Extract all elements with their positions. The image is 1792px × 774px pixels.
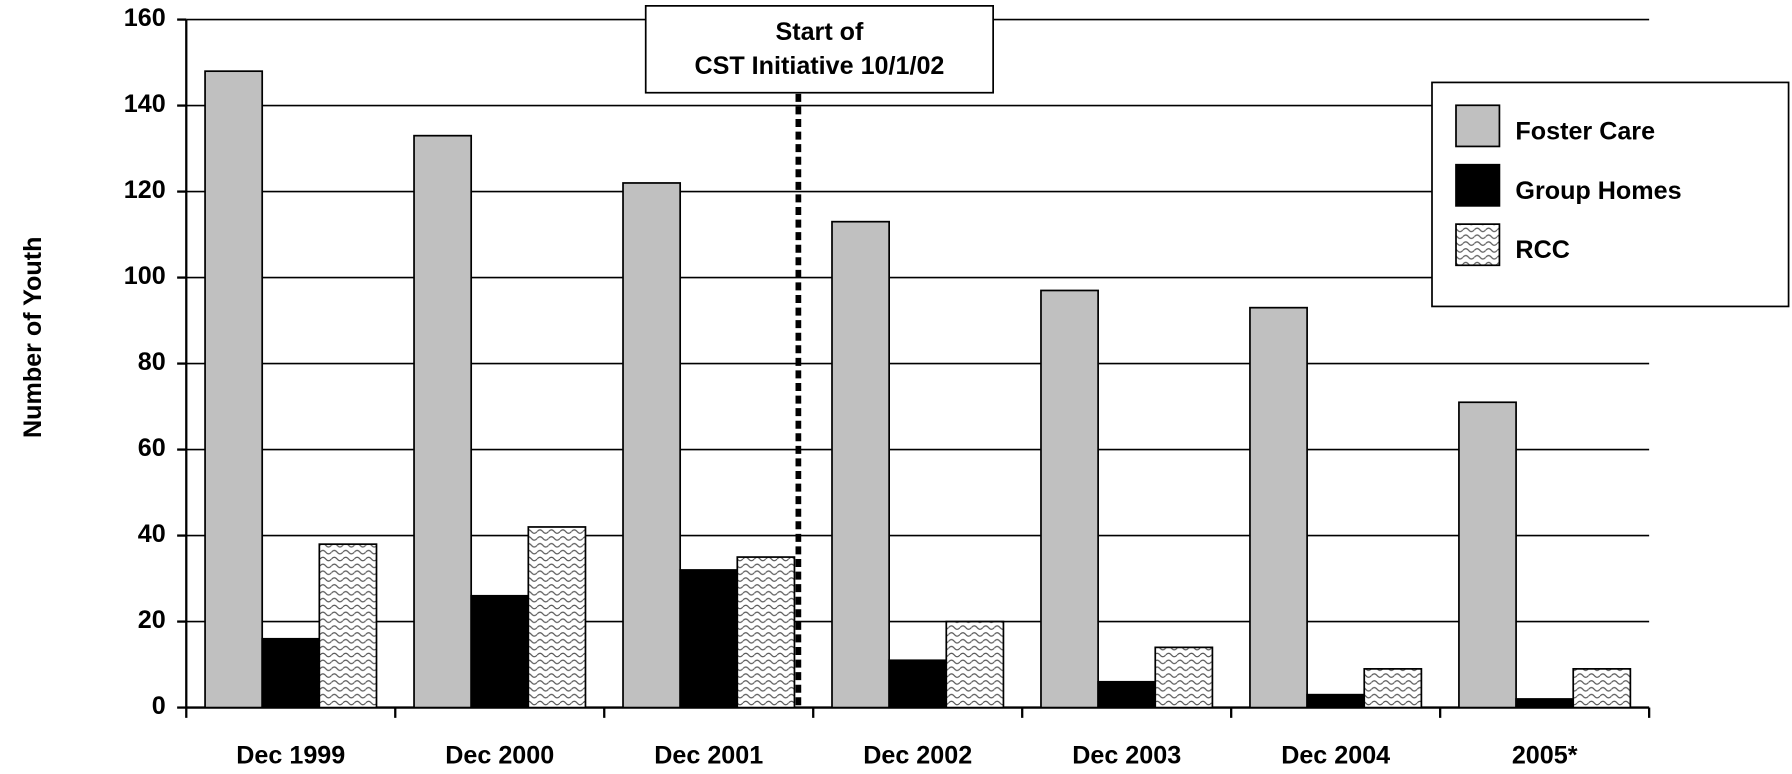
x-tick-label: 2005* (1512, 741, 1578, 769)
bar (204, 70, 264, 709)
y-tick-label: 0 (152, 692, 166, 720)
y-tick-label: 160 (124, 4, 166, 32)
x-tick-label: Dec 2001 (654, 741, 763, 769)
x-tick-label: Dec 2000 (445, 741, 554, 769)
x-tick-label: Dec 1999 (236, 741, 345, 769)
x-tick-label: Dec 2004 (1281, 741, 1390, 769)
bar (261, 637, 321, 709)
bar (888, 659, 948, 709)
y-tick-label: 100 (124, 262, 166, 290)
bar (1572, 668, 1632, 709)
y-tick-label: 120 (124, 176, 166, 204)
bar (1097, 680, 1157, 709)
bar (1363, 668, 1423, 709)
bar (1458, 401, 1517, 709)
legend-swatch (1455, 104, 1501, 148)
bar (1249, 306, 1308, 709)
legend-label: Foster Care (1515, 117, 1655, 145)
bar (1306, 693, 1366, 709)
y-tick-label: 80 (138, 348, 166, 376)
legend-swatch (1455, 223, 1501, 267)
bar (736, 556, 796, 709)
bar (1515, 698, 1575, 709)
legend-swatch (1455, 163, 1501, 207)
legend-label: RCC (1515, 236, 1569, 264)
bar (527, 526, 587, 709)
y-tick-label: 140 (124, 90, 166, 118)
annotation-text: CST Initiative 10/1/02 (694, 52, 944, 80)
y-tick-label: 20 (138, 606, 166, 634)
bar (470, 594, 530, 709)
bar (622, 182, 682, 709)
legend-label: Group Homes (1515, 177, 1681, 205)
x-tick-label: Dec 2002 (863, 741, 972, 769)
bar (1154, 646, 1214, 709)
bar (318, 543, 378, 709)
bar (413, 134, 473, 709)
annotation-text: Start of (775, 18, 864, 46)
y-tick-label: 40 (138, 520, 166, 548)
y-tick-label: 60 (138, 434, 166, 462)
y-axis-label: Number of Youth (19, 237, 47, 438)
bar (1040, 289, 1099, 709)
x-tick-label: Dec 2003 (1072, 741, 1181, 769)
bar (831, 220, 890, 709)
bar (679, 569, 739, 709)
annotation-box (644, 5, 994, 94)
bar (945, 620, 1005, 709)
